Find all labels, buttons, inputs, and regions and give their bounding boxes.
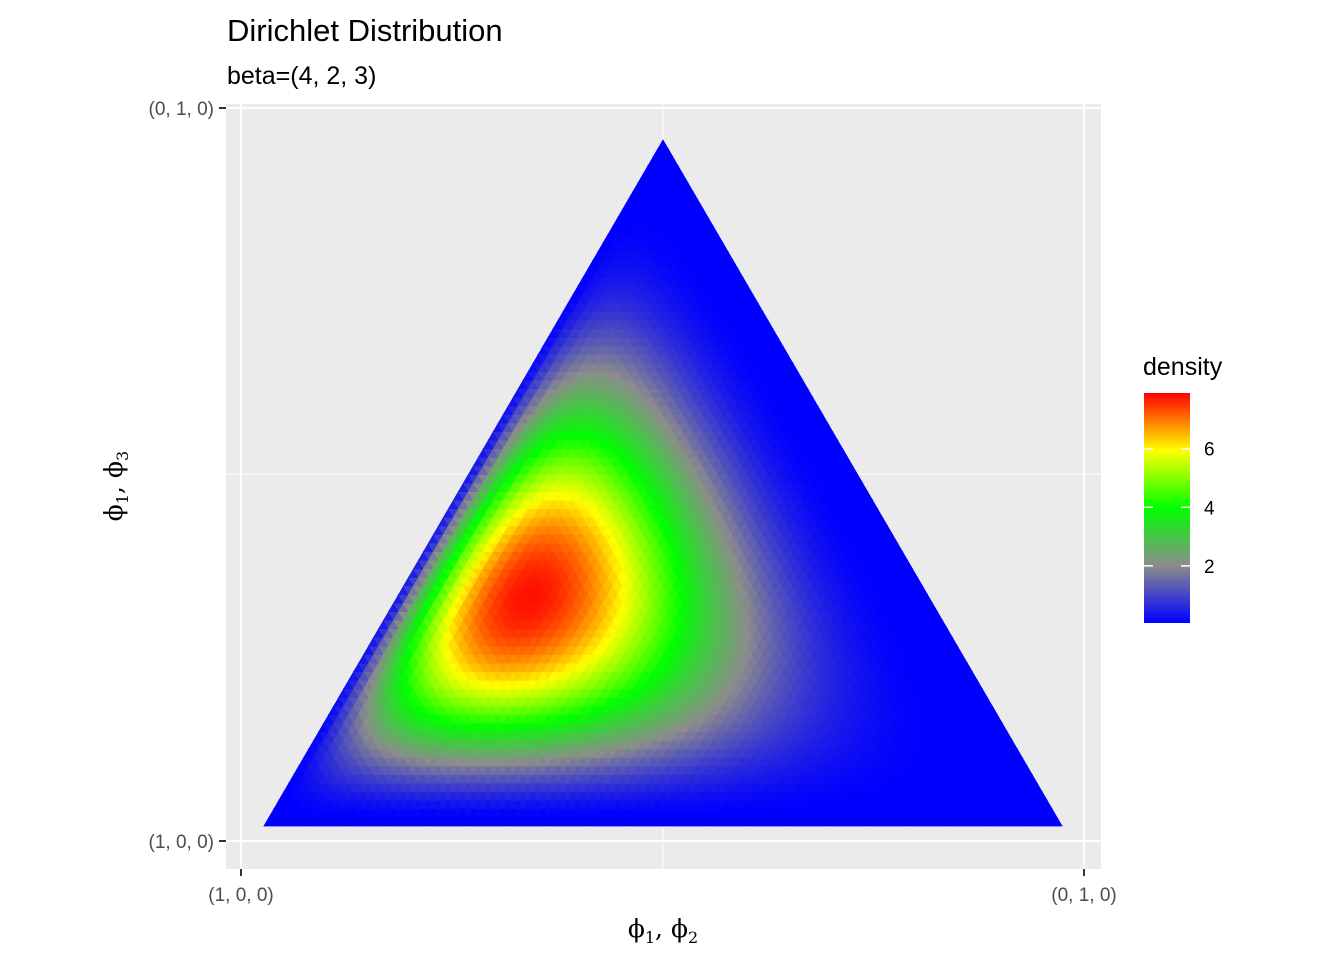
density-cell (667, 156, 679, 167)
density-cell (682, 182, 694, 192)
density-cell (672, 164, 684, 175)
density-cell (677, 173, 689, 184)
density-cell (662, 147, 674, 158)
density-cell (657, 139, 669, 149)
chart-title: Dirichlet Distribution (227, 13, 503, 48)
chart-subtitle: beta=(4, 2, 3) (227, 62, 376, 90)
density-field (263, 139, 1063, 827)
